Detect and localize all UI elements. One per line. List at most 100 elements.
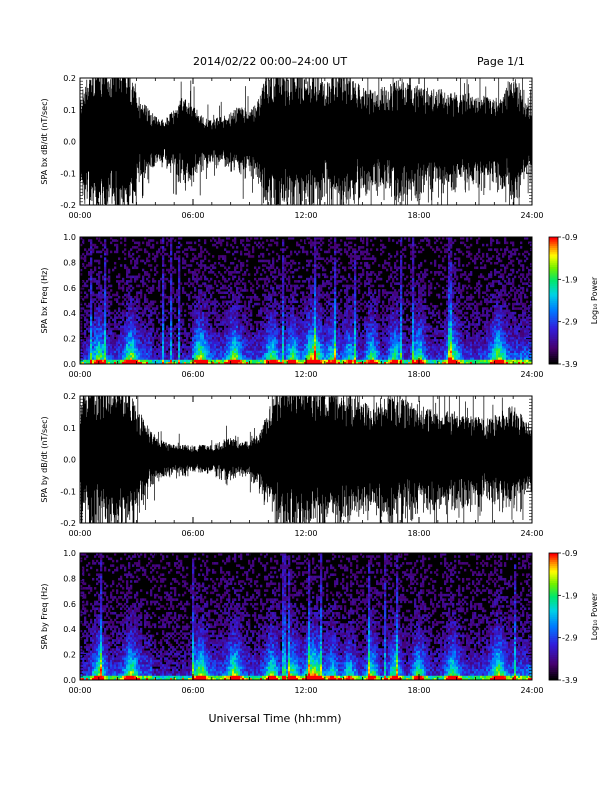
heatmap-cell: [340, 334, 343, 338]
heatmap-cell: [196, 316, 199, 319]
heatmap-cell: [356, 257, 359, 260]
heatmap-cell: [358, 309, 361, 313]
heatmap-cell: [284, 259, 287, 263]
heatmap-cell: [164, 354, 167, 358]
heatmap-cell: [336, 282, 339, 285]
heatmap-cell: [184, 361, 187, 364]
heatmap-cell: [262, 352, 265, 356]
heatmap-cell: [344, 339, 347, 342]
heatmap-cell: [110, 334, 113, 338]
heatmap-cell: [156, 305, 159, 308]
heatmap-cell: [184, 339, 187, 342]
heatmap-cell: [102, 348, 105, 351]
heatmap-cell: [172, 343, 175, 347]
heatmap-cell: [266, 336, 269, 340]
heatmap-cell: [140, 343, 143, 347]
heatmap-cell: [244, 318, 247, 322]
heatmap-cell: [164, 341, 167, 344]
heatmap-cell: [230, 361, 233, 364]
heatmap-cell: [310, 309, 313, 313]
heatmap-cell: [258, 332, 261, 335]
heatmap-cell: [132, 252, 135, 256]
heatmap-cell: [82, 284, 85, 288]
heatmap-cell: [330, 241, 333, 245]
heatmap-cell: [98, 293, 101, 297]
heatmap-cell: [242, 348, 245, 351]
heatmap-cell: [252, 336, 255, 340]
heatmap-cell: [326, 339, 329, 342]
heatmap-cell: [108, 327, 111, 331]
heatmap-cell: [150, 239, 153, 242]
heatmap-cell: [314, 291, 317, 294]
heatmap-cell: [244, 282, 247, 285]
heatmap-cell: [308, 259, 311, 263]
heatmap-cell: [260, 307, 263, 310]
heatmap-cell: [266, 295, 269, 299]
heatmap-cell: [330, 354, 333, 358]
heatmap-cell: [230, 348, 233, 351]
heatmap-cell: [298, 357, 301, 360]
heatmap-cell: [326, 291, 329, 294]
heatmap-cell: [176, 300, 179, 304]
heatmap-cell: [92, 343, 95, 347]
heatmap-cell: [250, 286, 253, 290]
heatmap-cell: [288, 311, 291, 315]
heatmap-cell: [272, 341, 275, 344]
heatmap-cell: [102, 341, 105, 344]
heatmap-cell: [308, 354, 311, 358]
heatmap-cell: [264, 316, 267, 319]
heatmap-cell: [226, 361, 229, 364]
heatmap-cell: [292, 339, 295, 342]
heatmap-cell: [126, 273, 129, 276]
heatmap-cell: [234, 336, 237, 340]
heatmap-cell: [132, 298, 135, 301]
x-tick-label: 00:00: [68, 211, 91, 220]
heatmap-cell: [282, 298, 285, 301]
heatmap-cell: [322, 339, 325, 342]
heatmap-cell: [108, 271, 111, 274]
heatmap-cell: [208, 309, 211, 313]
heatmap-cell: [166, 334, 169, 338]
heatmap-cell: [172, 307, 175, 310]
heatmap-cell: [186, 341, 189, 344]
heatmap-cell: [94, 320, 97, 324]
heatmap-cell: [306, 316, 309, 319]
heatmap-cell: [138, 273, 141, 276]
heatmap-cell: [358, 339, 361, 342]
heatmap-cell: [194, 339, 197, 342]
heatmap-cell: [320, 357, 323, 360]
heatmap-cell: [282, 332, 285, 335]
heatmap-cell: [240, 320, 243, 324]
heatmap-cell: [238, 327, 241, 331]
heatmap-cell: [144, 271, 147, 274]
heatmap-cell: [250, 327, 253, 331]
heatmap-cell: [270, 243, 273, 247]
heatmap-cell: [180, 332, 183, 335]
heatmap-cell: [204, 239, 207, 242]
heatmap-cell: [178, 354, 181, 358]
heatmap-cell: [80, 339, 83, 342]
heatmap-cell: [202, 314, 205, 317]
heatmap-cell: [248, 354, 251, 358]
heatmap-cell: [232, 311, 235, 315]
heatmap-cell: [284, 275, 287, 279]
heatmap-cell: [222, 264, 225, 267]
heatmap-cell: [150, 286, 153, 290]
heatmap-cell: [268, 348, 271, 351]
heatmap-cell: [104, 318, 107, 322]
heatmap-cell: [300, 291, 303, 294]
heatmap-cell: [250, 350, 253, 353]
heatmap-cell: [264, 264, 267, 267]
heatmap-cell: [212, 302, 215, 306]
heatmap-cell: [212, 316, 215, 319]
heatmap-cell: [358, 280, 361, 283]
heatmap-cell: [268, 277, 271, 281]
heatmap-cell: [154, 336, 157, 340]
heatmap-cell: [236, 339, 239, 342]
heatmap-cell: [344, 291, 347, 294]
heatmap-cell: [310, 295, 313, 299]
heatmap-cell: [336, 329, 339, 333]
heatmap-cell: [166, 361, 169, 364]
heatmap-cell: [154, 354, 157, 358]
heatmap-cell: [228, 318, 231, 322]
